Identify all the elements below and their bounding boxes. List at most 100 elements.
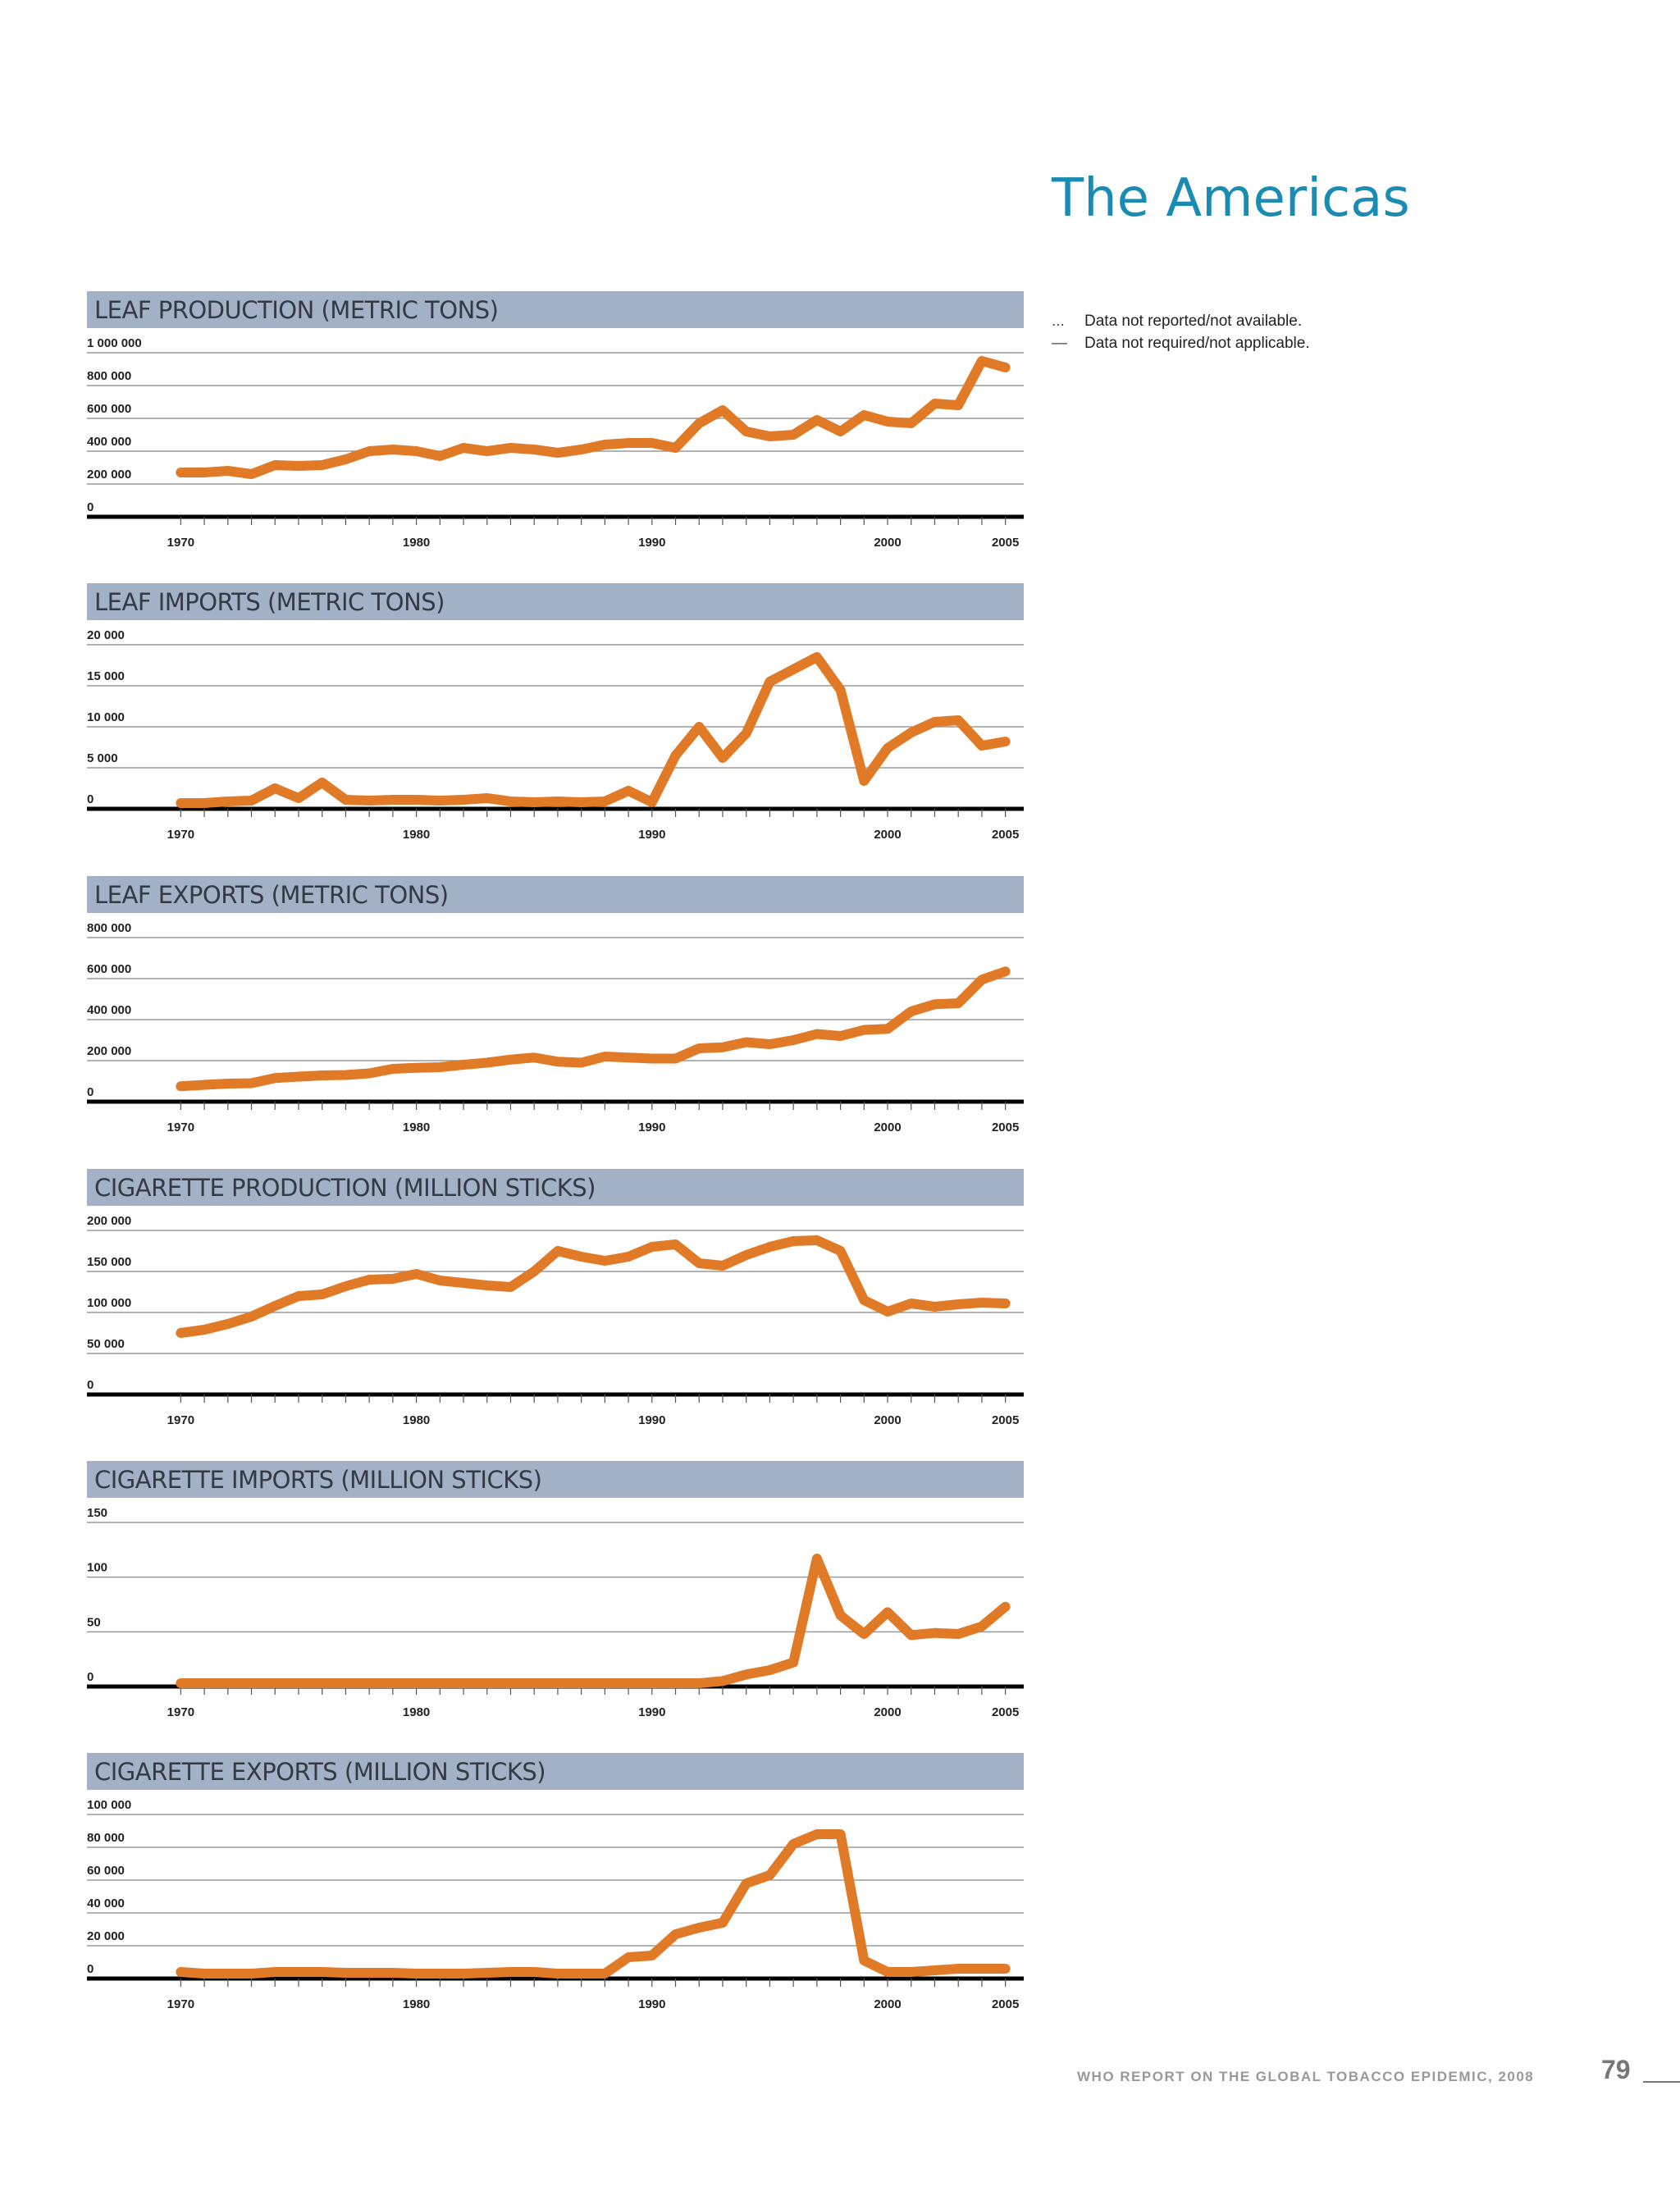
data-point bbox=[341, 1070, 350, 1080]
data-point bbox=[836, 427, 845, 436]
y-tick-label: 100 bbox=[87, 1561, 107, 1575]
data-point bbox=[506, 797, 515, 806]
data-point bbox=[695, 1259, 704, 1268]
data-point bbox=[294, 794, 303, 803]
data-point bbox=[624, 787, 633, 796]
data-point bbox=[388, 1065, 397, 1074]
data-point bbox=[1001, 1602, 1010, 1611]
data-point bbox=[600, 1052, 609, 1061]
legend-symbol: — bbox=[1052, 335, 1084, 353]
data-point bbox=[742, 1038, 751, 1047]
y-tick-label: 50 bbox=[87, 1615, 101, 1629]
data-point bbox=[436, 1970, 445, 1979]
x-tick-label: 1970 bbox=[167, 1413, 194, 1427]
data-point bbox=[553, 1247, 562, 1256]
y-tick-label: 200 000 bbox=[87, 468, 131, 482]
data-point bbox=[789, 431, 798, 440]
y-tick-label: 40 000 bbox=[87, 1897, 125, 1910]
data-point bbox=[977, 357, 986, 366]
legend: ... Data not reported/not available. — D… bbox=[1052, 310, 1310, 354]
data-point bbox=[341, 796, 350, 805]
data-point bbox=[530, 1679, 539, 1688]
y-tick-label: 0 bbox=[87, 1670, 94, 1684]
data-point bbox=[436, 797, 445, 806]
data-point bbox=[365, 447, 374, 456]
data-point bbox=[482, 1679, 491, 1688]
y-tick-label: 1 000 000 bbox=[87, 336, 142, 350]
data-point bbox=[459, 796, 468, 805]
data-point bbox=[930, 1000, 939, 1009]
x-tick-label: 1980 bbox=[403, 828, 430, 842]
data-point bbox=[506, 1283, 515, 1292]
data-point bbox=[600, 440, 609, 450]
data-point bbox=[294, 1292, 303, 1301]
data-point bbox=[271, 461, 280, 470]
chart-cigarette-production: CIGARETTE PRODUCTION (MILLION STICKS) 05… bbox=[87, 1169, 1024, 1448]
data-point bbox=[176, 468, 185, 477]
data-point bbox=[412, 1270, 421, 1279]
data-point bbox=[247, 1970, 256, 1979]
chart-svg: 05 00010 00015 00020 0001970 1980 1990 2000… bbox=[87, 583, 1024, 862]
data-point bbox=[860, 1296, 869, 1305]
series-line bbox=[180, 971, 1005, 1086]
data-point bbox=[271, 1302, 280, 1311]
data-point bbox=[247, 1312, 256, 1321]
legend-text: Data not reported/not available. bbox=[1084, 313, 1302, 331]
data-point bbox=[671, 751, 680, 760]
data-point bbox=[271, 1968, 280, 1977]
x-tick-label: 1970 bbox=[167, 1997, 194, 2011]
data-point bbox=[600, 797, 609, 806]
data-point bbox=[436, 1063, 445, 1072]
data-point bbox=[600, 1257, 609, 1266]
chart-cigarette-imports: CIGARETTE IMPORTS (MILLION STICKS) 0 50 10… bbox=[87, 1461, 1024, 1740]
data-point bbox=[883, 744, 892, 753]
series-line bbox=[180, 657, 1005, 803]
y-tick-label: 50 000 bbox=[87, 1337, 125, 1351]
data-point bbox=[718, 406, 727, 415]
data-point bbox=[459, 1061, 468, 1070]
data-point bbox=[412, 1679, 421, 1688]
data-point bbox=[789, 665, 798, 674]
data-point bbox=[624, 1253, 633, 1262]
data-point bbox=[530, 1267, 539, 1276]
y-tick-label: 0 bbox=[87, 500, 94, 514]
data-point bbox=[883, 1308, 892, 1317]
data-point bbox=[765, 1871, 774, 1880]
data-point bbox=[294, 1072, 303, 1081]
data-point bbox=[860, 1956, 869, 1965]
legend-row-not-available: ... Data not reported/not available. bbox=[1052, 310, 1310, 332]
data-point bbox=[223, 467, 232, 476]
data-point bbox=[412, 1063, 421, 1072]
x-tick-label: 1990 bbox=[638, 1705, 665, 1719]
x-tick-label: 2005 bbox=[992, 828, 1019, 842]
data-point bbox=[388, 1969, 397, 1978]
y-tick-label: 200 000 bbox=[87, 1044, 131, 1058]
data-point bbox=[365, 1679, 374, 1688]
data-point bbox=[742, 729, 751, 738]
x-tick-label: 1980 bbox=[403, 1121, 430, 1134]
chart-leaf-production: LEAF PRODUCTION (METRIC TONS) 0 200 000 40… bbox=[87, 291, 1024, 570]
data-point bbox=[436, 452, 445, 461]
data-point bbox=[695, 1044, 704, 1053]
data-point bbox=[200, 1326, 209, 1335]
data-point bbox=[954, 716, 963, 725]
x-tick-label: 1970 bbox=[167, 1121, 194, 1134]
data-point bbox=[647, 1054, 656, 1063]
data-point bbox=[459, 1679, 468, 1688]
x-tick-label: 1980 bbox=[403, 1413, 430, 1427]
data-point bbox=[930, 718, 939, 727]
data-point bbox=[247, 1679, 256, 1688]
data-point bbox=[200, 1080, 209, 1089]
data-point bbox=[412, 1970, 421, 1979]
data-point bbox=[553, 797, 562, 806]
data-point bbox=[765, 432, 774, 441]
data-point bbox=[930, 1966, 939, 1975]
data-point bbox=[223, 797, 232, 806]
data-point bbox=[624, 439, 633, 448]
data-point bbox=[812, 1554, 821, 1563]
data-point bbox=[1001, 967, 1010, 976]
legend-text: Data not required/not applicable. bbox=[1084, 335, 1310, 353]
x-tick-label: 1970 bbox=[167, 536, 194, 550]
x-tick-label: 1990 bbox=[638, 828, 665, 842]
data-point bbox=[718, 1677, 727, 1686]
